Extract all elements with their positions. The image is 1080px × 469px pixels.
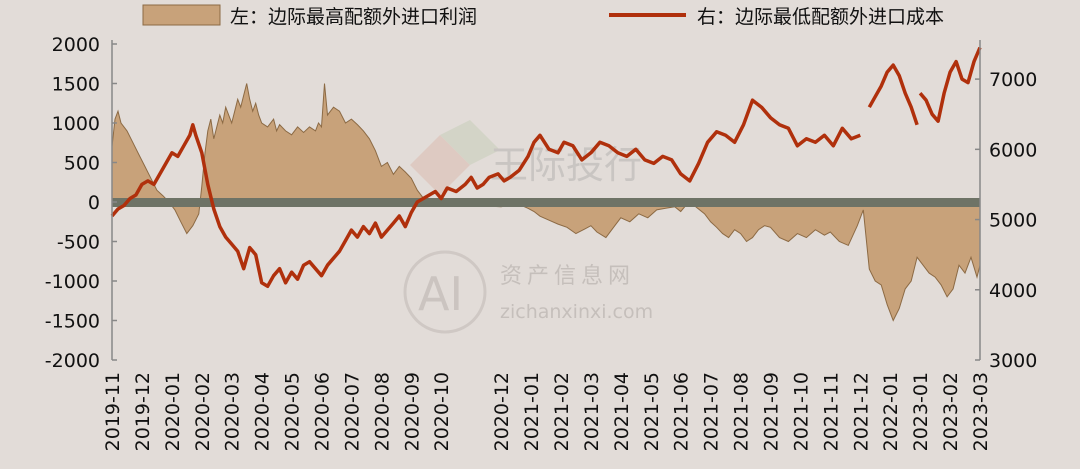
x-axis-tick-label: 2021-05 [641, 372, 663, 451]
x-axis-tick-label: 2020-01 [162, 372, 184, 451]
left-axis-tick-label: 500 [64, 153, 100, 175]
cost-line-segment [918, 46, 982, 123]
watermark-logo-text: AI [418, 267, 463, 321]
right-axis-tick-label: 7000 [989, 69, 1037, 91]
x-axis-tick-label: 2020-05 [282, 372, 304, 451]
right-axis-tick-label: 4000 [989, 280, 1037, 302]
watermark-logo-shape [410, 135, 470, 195]
x-axis-tick-label: 2019-12 [132, 372, 154, 451]
left-axis-tick-label: -2000 [45, 350, 100, 372]
x-axis-tick-label: 2021-10 [790, 372, 812, 451]
left-axis-tick-label: -1000 [45, 271, 100, 293]
left-axis-tick-label: 1500 [52, 74, 100, 96]
watermark-logo: AI 资产信息网 zichanxinxi.com [403, 250, 653, 334]
x-axis-tick-label: 2023-01 [910, 372, 932, 451]
right-axis-tick-label: 3000 [989, 350, 1037, 372]
watermark-site-cn: 资产信息网 [500, 264, 635, 289]
right-axis-tick-label: 5000 [989, 210, 1037, 232]
legend-label-right: 右：边际最低配额外进口成本 [697, 6, 944, 28]
watermark-circle [403, 250, 487, 334]
watermark-site-url: zichanxinxi.com [500, 301, 653, 323]
x-axis-tick-label: 2020-04 [252, 372, 274, 451]
left-axis-tick-label: 0 [88, 192, 100, 214]
x-axis-tick-label: 2021-06 [671, 372, 693, 451]
x-axis-tick-label: 2021-01 [521, 372, 543, 451]
x-axis-tick-label: 2021-02 [551, 372, 573, 451]
x-axis-tick-label: 2019-11 [102, 372, 124, 451]
x-axis-tick-label: 2021-03 [581, 372, 603, 451]
cost-line-segment [110, 98, 861, 289]
legend-swatch-area [142, 4, 221, 26]
x-axis-tick-label: 2020-03 [222, 372, 244, 451]
x-axis-tick-label: 2023-02 [940, 372, 962, 451]
x-axis-tick-label: 2022-01 [880, 372, 902, 451]
left-axis-tick-label: -1500 [45, 311, 100, 333]
x-axis-tick-label: 2020-08 [371, 372, 393, 451]
x-axis-tick-label: 2021-09 [761, 372, 783, 451]
x-axis-tick-label: 2021-12 [850, 372, 872, 451]
x-axis-tick-label: 2021-07 [701, 372, 723, 451]
x-axis-tick-label: 2021-11 [820, 372, 842, 451]
watermark-logo-shape-2 [440, 120, 500, 165]
x-axis-tick-label: 2020-06 [312, 372, 334, 451]
left-axis-tick-label: -500 [57, 232, 100, 254]
legend: 左：边际最高配额外进口利润 右：边际最低配额外进口成本 [142, 4, 944, 28]
left-axis: 2000 1500 1000 500 0 -500 -1000 -1500 -2000 [45, 34, 117, 372]
cost-line-series [110, 46, 982, 289]
x-axis-tick-label: 2020-07 [341, 372, 363, 451]
x-axis-tick-label: 2020-12 [491, 372, 513, 451]
x-axis-tick-label: 2021-04 [611, 372, 633, 451]
zero-line-band [112, 198, 980, 207]
legend-label-left: 左：边际最高配额外进口利润 [230, 6, 477, 28]
right-axis-tick-label: 6000 [989, 139, 1037, 161]
left-axis-tick-label: 2000 [52, 34, 100, 56]
right-axis: 7000 6000 5000 4000 3000 [975, 40, 1037, 372]
x-axis: 2019-11 2019-12 2020-01 2020-02 2020-03 2020-… [102, 372, 992, 451]
watermark-top: 王际投行 [410, 120, 642, 195]
watermark-top-text: 王际投行 [490, 143, 642, 187]
cost-line-segment [867, 63, 919, 126]
left-axis-tick-label: 1000 [52, 113, 100, 135]
x-axis-tick-label: 2021-08 [731, 372, 753, 451]
x-axis-tick-label: 2023-03 [970, 372, 992, 451]
x-axis-tick-label: 2020-02 [192, 372, 214, 451]
x-axis-tick-label: 2020-09 [401, 372, 423, 451]
x-axis-tick-label: 2020-10 [431, 372, 453, 451]
